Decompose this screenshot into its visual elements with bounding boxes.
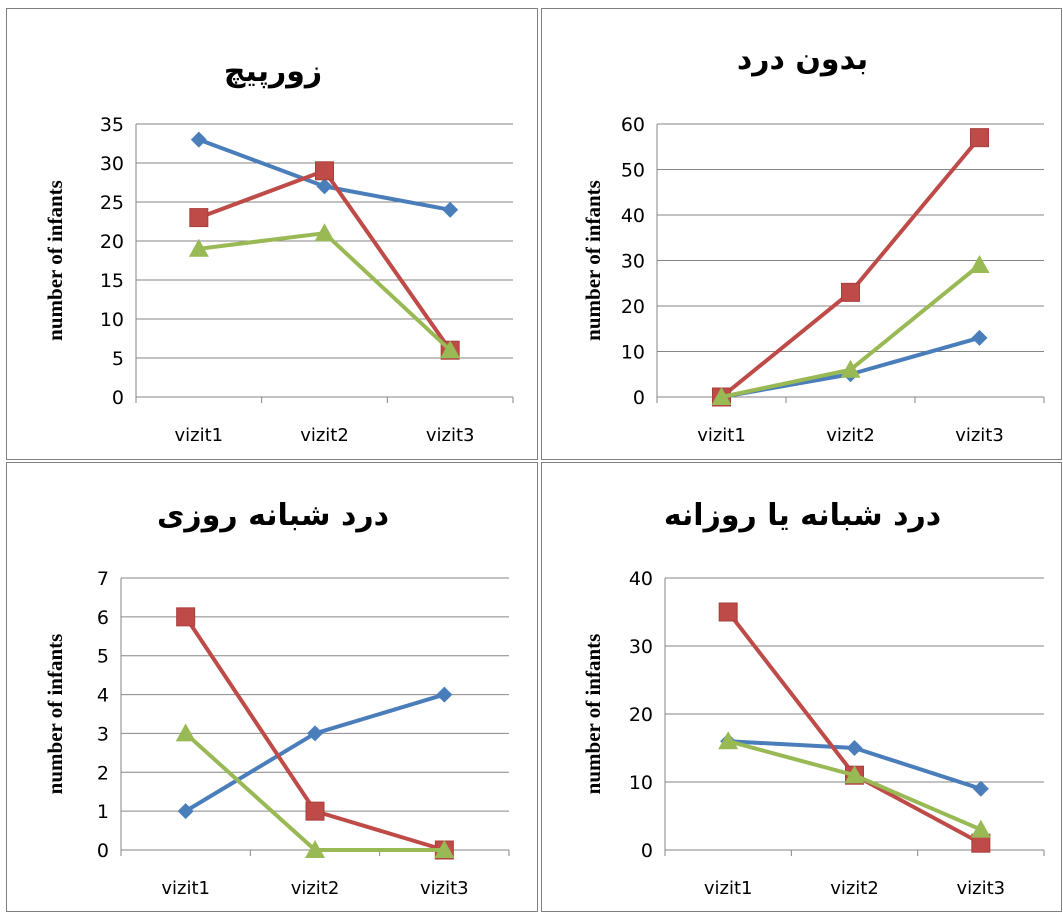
y-tick-label: 0 [641, 840, 653, 862]
data-point [711, 387, 732, 405]
data-point [177, 803, 194, 820]
data-point [846, 740, 863, 756]
x-tick-label: vizit2 [826, 425, 875, 446]
series-line [720, 136, 982, 399]
y-tick-label: 30 [629, 636, 653, 658]
data-point [314, 223, 335, 242]
series-1 [190, 131, 459, 218]
x-tick-label: vizit1 [161, 878, 210, 899]
y-tick-label: 20 [629, 704, 653, 726]
data-point [969, 255, 990, 274]
data-point [442, 201, 459, 218]
y-tick-label: 15 [100, 270, 124, 292]
y-tick-label: 10 [621, 342, 645, 364]
series-line [726, 610, 982, 845]
series-3 [175, 723, 455, 858]
x-tick-label: vizit3 [955, 425, 1004, 446]
y-tick-label: 3 [97, 723, 109, 745]
x-tick-label: vizit2 [830, 878, 879, 899]
series-1 [177, 686, 453, 820]
y-axis-label: number of infants [581, 634, 605, 795]
line-chart-bedoon-dard: بدون درد 0 10 20 30 40 50 60 vizit1 vizit2 vizit3 n… [581, 42, 1045, 446]
series-3 [718, 731, 991, 838]
series-line [184, 731, 445, 852]
chart-panel-dard-shabane-ya-roozane: درد شبانه یا روزانه 0 10 20 30 40 vizit1 vizit2… [541, 462, 1062, 912]
series-line [198, 231, 452, 352]
data-point [190, 131, 207, 148]
y-tick-label: 0 [633, 387, 645, 409]
y-tick-label: 1 [97, 801, 109, 823]
x-tick-label: vizit2 [291, 878, 340, 899]
data-point [436, 686, 453, 703]
data-point [307, 725, 323, 742]
data-point [718, 602, 738, 622]
x-tick-label: vizit3 [426, 425, 475, 446]
data-point [440, 340, 461, 359]
y-axis-label: number of infants [43, 634, 67, 795]
y-tick-label: 60 [621, 114, 645, 136]
data-point [305, 840, 325, 858]
chart-title: درد شبانه یا روزانه [664, 498, 941, 533]
y-tick-label: 10 [100, 309, 124, 331]
line-chart-zoorpich: زورپیچ 0 5 10 15 20 25 30 35 vizit1 vizit2 vizit3 nu… [43, 54, 514, 446]
x-tick-label: vizit1 [697, 425, 746, 446]
y-axis-label: number of infants [581, 180, 605, 341]
x-tick-label: vizit3 [420, 878, 469, 899]
y-axis-label: number of infants [43, 180, 67, 341]
series-line [198, 168, 452, 352]
data-point [971, 329, 988, 346]
data-point [188, 238, 209, 257]
data-point [175, 723, 196, 742]
data-point [844, 765, 865, 784]
y-tick-label: 40 [629, 568, 653, 590]
x-tick-label: vizit3 [957, 878, 1006, 899]
y-tick-label: 0 [112, 387, 124, 409]
y-tick-label: 30 [100, 153, 124, 175]
y-tick-label: 5 [97, 646, 109, 668]
chart-title: درد شبانه روزی [157, 498, 389, 533]
y-tick-label: 20 [621, 296, 645, 318]
chart-panel-dard-shabane-roozi: درد شبانه روزی 0 1 2 3 4 5 6 7 vizit1 vizit2 vizit3… [6, 462, 538, 912]
data-point [970, 128, 989, 148]
x-tick-label: vizit1 [704, 878, 753, 899]
data-point [189, 208, 209, 228]
y-tick-label: 50 [621, 160, 645, 182]
series-3 [188, 223, 461, 359]
y-tick-label: 30 [621, 251, 645, 273]
chart-title: بدون درد [737, 42, 868, 77]
line-chart-dard-shabane-ya-roozane: درد شبانه یا روزانه 0 10 20 30 40 vizit1 vizit2… [581, 498, 1045, 899]
y-tick-label: 4 [97, 685, 109, 707]
y-tick-label: 40 [621, 205, 645, 227]
y-tick-label: 7 [97, 568, 109, 590]
x-tick-label: vizit1 [175, 425, 224, 446]
line-chart-dard-shabane-roozi: درد شبانه روزی 0 1 2 3 4 5 6 7 vizit1 vizit2 vizit3… [43, 498, 510, 899]
data-point [305, 801, 325, 821]
y-tick-label: 2 [97, 762, 109, 784]
chart-title: زورپیچ [224, 54, 322, 89]
series-line [184, 692, 445, 813]
y-tick-label: 5 [112, 348, 124, 370]
data-point [176, 607, 196, 627]
chart-panel-zoorpich: زورپیچ 0 5 10 15 20 25 30 35 vizit1 vizit2 vizit3 nu… [6, 8, 538, 460]
data-point [840, 359, 861, 378]
data-point [316, 178, 333, 195]
data-point [972, 780, 989, 797]
x-tick-label: vizit2 [300, 425, 349, 446]
series-3 [711, 255, 990, 405]
data-point [315, 161, 334, 181]
chart-panel-bedoon-dard: بدون درد 0 10 20 30 40 50 60 vizit1 vizit2 vizit3 n… [541, 8, 1062, 460]
y-tick-label: 25 [100, 192, 124, 214]
series-1 [720, 733, 989, 797]
y-tick-label: 0 [97, 840, 109, 862]
y-tick-label: 10 [629, 772, 653, 794]
y-tick-label: 6 [97, 607, 109, 629]
data-point [970, 819, 991, 838]
data-point [841, 282, 860, 302]
data-point [718, 731, 739, 750]
data-point [434, 840, 455, 858]
y-tick-label: 20 [100, 231, 124, 253]
y-tick-label: 35 [100, 114, 124, 136]
